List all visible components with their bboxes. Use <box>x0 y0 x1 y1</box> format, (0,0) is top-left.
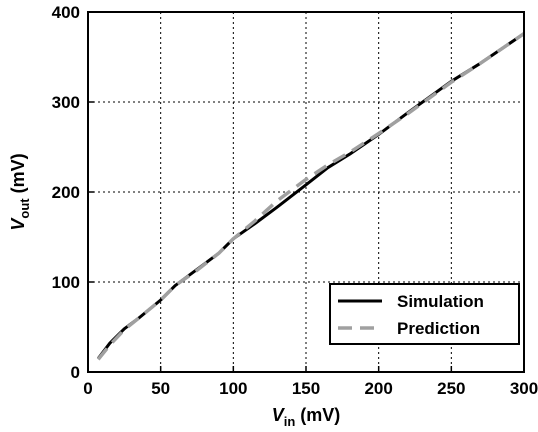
legend-box <box>329 283 520 345</box>
x-tick-label: 300 <box>510 379 538 398</box>
y-axis-label-unit: (mV) <box>8 153 28 198</box>
x-tick-label: 150 <box>292 379 320 398</box>
y-tick-label: 300 <box>52 93 80 112</box>
x-axis-label: Vin (mV) <box>272 405 341 429</box>
y-tick-label: 0 <box>71 363 80 382</box>
x-tick-label: 200 <box>364 379 392 398</box>
x-tick-label: 100 <box>219 379 247 398</box>
y-axis-label-sub: out <box>17 198 32 219</box>
series-line-prediction <box>96 32 525 361</box>
x-axis-label-unit: (mV) <box>295 405 340 425</box>
tick-labels: 0 50 100 150 200 250 300 0 100 200 300 400 <box>52 3 538 398</box>
y-axis-label-main: V <box>8 217 28 231</box>
y-tick-label: 100 <box>52 273 80 292</box>
x-axis-label-main: V <box>272 405 286 425</box>
legend: Simulation Prediction <box>329 283 520 345</box>
legend-label-prediction: Prediction <box>397 319 480 338</box>
y-axis-label: Vout (mV) <box>8 153 32 230</box>
y-tick-label: 400 <box>52 3 80 22</box>
legend-label-simulation: Simulation <box>397 292 484 311</box>
x-tick-label: 0 <box>83 379 92 398</box>
x-tick-label: 50 <box>151 379 170 398</box>
x-axis-label-sub: in <box>284 414 296 429</box>
series-layer <box>96 32 525 361</box>
x-tick-label: 250 <box>437 379 465 398</box>
y-tick-label: 200 <box>52 183 80 202</box>
